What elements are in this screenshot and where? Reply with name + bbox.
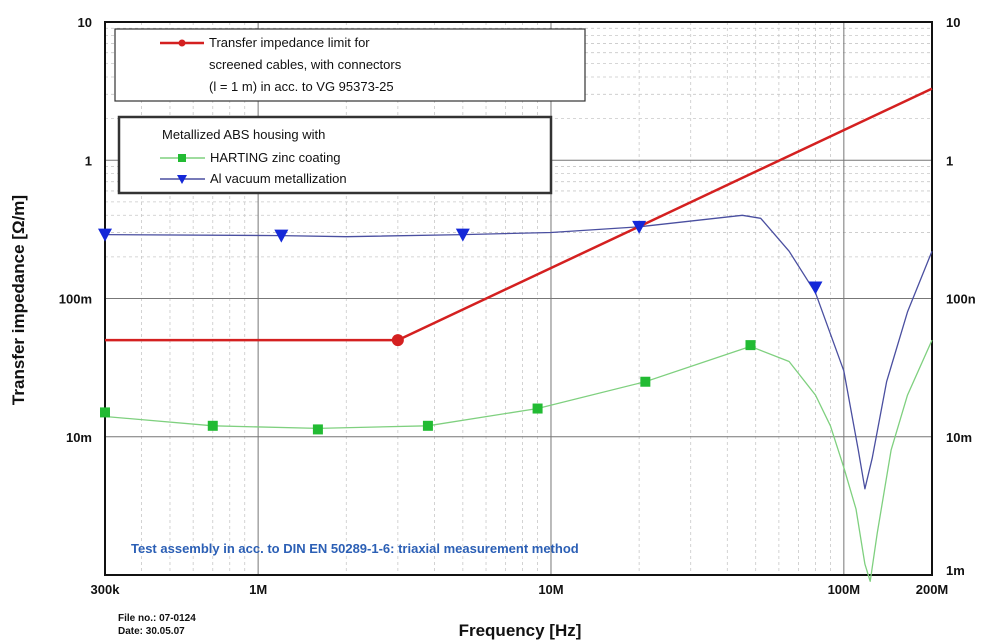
x-tick-labels: 300k 1M 10M 100M 200M (91, 582, 949, 597)
legend-limit-text-2: screened cables, with connectors (209, 57, 402, 72)
legend-zinc-text: HARTING zinc coating (210, 150, 341, 165)
legend-limit: Transfer impedance limit for screened ca… (114, 28, 586, 102)
plot-frame (104, 21, 933, 576)
y-tick-label-right: 1m (946, 563, 965, 578)
x-tick-label: 10M (538, 582, 563, 597)
series-2-marker (274, 229, 289, 243)
y-tick-label-left: 10m (66, 430, 92, 445)
x-tick-label: 100M (828, 582, 861, 597)
test-assembly-annotation: Test assembly in acc. to DIN EN 50289-1-… (131, 541, 579, 556)
y-tick-label-left: 1 (85, 153, 92, 168)
legend-limit-text-3: (l = 1 m) in acc. to VG 95373-25 (209, 79, 394, 94)
legend-al-text: Al vacuum metallization (210, 171, 347, 186)
y-tick-labels-right: 10 1 100n 10m 1m (946, 15, 976, 578)
legend-housing-title: Metallized ABS housing with (162, 127, 325, 142)
x-axis-title: Frequency [Hz] (459, 621, 582, 640)
x-tick-label: 200M (916, 582, 949, 597)
y-tick-label-right: 100n (946, 292, 976, 307)
series-2-marker (632, 220, 647, 234)
y-tick-label-left: 10 (78, 15, 92, 30)
legend-limit-text-1: Transfer impedance limit for (209, 35, 370, 50)
series-0-marker (391, 334, 404, 347)
series-1-marker (207, 420, 218, 431)
series-2-marker (98, 228, 112, 242)
x-tick-label: 300k (91, 582, 121, 597)
series-1-marker (312, 424, 323, 435)
legend-zinc-marker (178, 154, 186, 162)
legend-al-marker (177, 175, 187, 184)
file-number: File no.: 07-0124 (118, 613, 196, 624)
file-date: Date: 30.05.07 (118, 626, 185, 637)
legend-limit-marker (178, 39, 186, 47)
series-1-marker (100, 407, 110, 418)
marker-layer (98, 220, 823, 435)
series-line-1 (104, 339, 933, 582)
series-2-marker (455, 228, 470, 242)
series-1-marker (422, 420, 433, 431)
y-tick-label-right: 1 (946, 153, 953, 168)
y-tick-label-right: 10m (946, 430, 972, 445)
y-axis-title: Transfer impedance [Ω/m] (9, 195, 28, 405)
series-1-marker (532, 403, 543, 414)
y-tick-label-right: 10 (946, 15, 960, 30)
series-2-marker (808, 281, 823, 295)
legend-housing: Metallized ABS housing with HARTING zinc… (117, 115, 553, 195)
series-line-2 (104, 214, 933, 490)
series-1-marker (640, 376, 651, 387)
y-tick-label-left: 100m (59, 292, 92, 307)
x-tick-label: 1M (249, 582, 267, 597)
series-1-marker (745, 340, 756, 351)
y-tick-labels-left: 10 1 100m 10m (59, 15, 92, 445)
